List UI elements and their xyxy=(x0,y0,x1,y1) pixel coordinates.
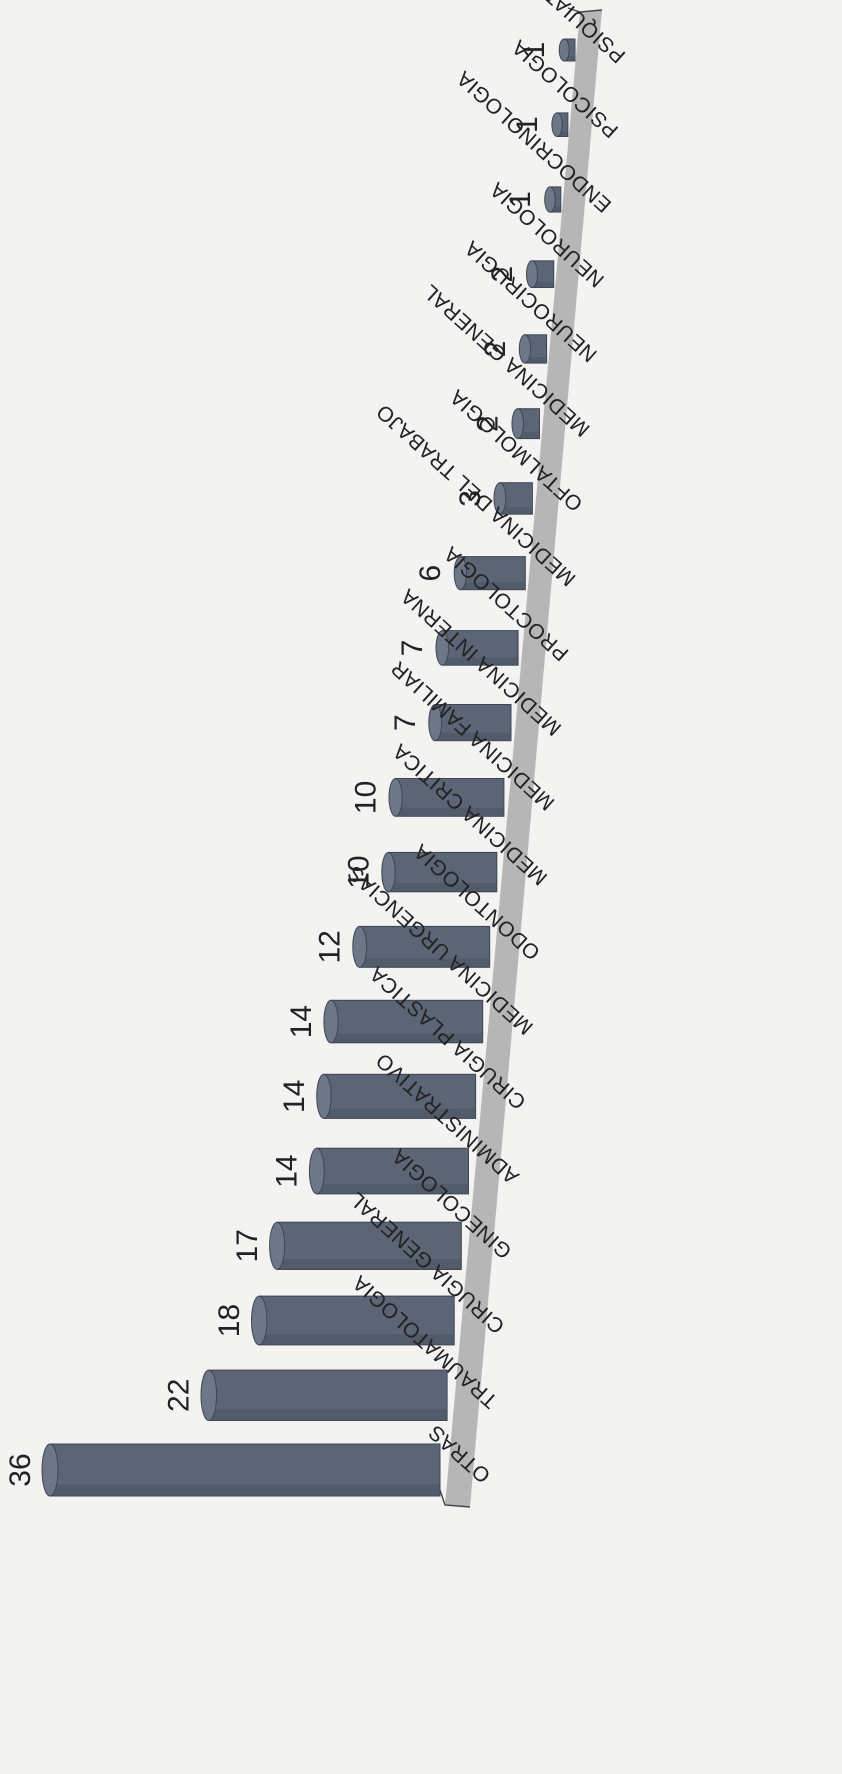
bar-cap xyxy=(352,925,368,968)
data-label: 7 xyxy=(396,640,429,657)
bars-group xyxy=(41,38,576,1497)
bar xyxy=(558,38,576,62)
bar-cap xyxy=(558,38,570,62)
bar-cap xyxy=(453,556,467,591)
data-label: 18 xyxy=(213,1304,246,1337)
bar-shadow xyxy=(323,1108,476,1119)
data-label: 14 xyxy=(278,1080,311,1113)
data-label: 22 xyxy=(163,1379,196,1412)
bar-shadow xyxy=(259,1334,455,1345)
data-label: 3 xyxy=(454,490,487,507)
bar-cap xyxy=(41,1443,59,1497)
data-label: 2 xyxy=(472,415,505,432)
bar-cap xyxy=(518,334,532,364)
bar xyxy=(308,1147,469,1195)
bar xyxy=(316,1073,477,1119)
bar-shadow xyxy=(524,356,547,364)
data-label: 2 xyxy=(479,341,512,358)
bar xyxy=(352,925,491,968)
bar-cylinder xyxy=(359,925,491,968)
bar-cap xyxy=(388,778,403,817)
bar-cap xyxy=(251,1295,268,1346)
data-label: 2 xyxy=(486,266,519,283)
data-label: 7 xyxy=(389,714,422,731)
bar-cylinder xyxy=(258,1295,455,1346)
bar-shadow xyxy=(395,807,504,817)
bar-cylinder xyxy=(395,778,505,817)
bar-cap xyxy=(526,260,538,289)
bar xyxy=(453,556,526,591)
bar-shadow xyxy=(557,131,568,137)
bar xyxy=(435,630,519,666)
bar xyxy=(518,334,548,364)
data-label: 6 xyxy=(414,565,447,582)
bar-cylinder xyxy=(434,704,512,742)
data-label: 10 xyxy=(342,855,375,888)
bar-shadow xyxy=(331,1033,483,1043)
data-label: 14 xyxy=(271,1154,304,1187)
data-label: 17 xyxy=(231,1229,264,1262)
bar-shadow xyxy=(442,657,519,666)
bar-shadow xyxy=(499,507,533,515)
bar xyxy=(388,778,505,817)
bar-shadow xyxy=(208,1409,448,1421)
bar-shadow xyxy=(550,206,561,212)
bar xyxy=(251,1295,455,1346)
bar-cap xyxy=(435,630,450,666)
bar-cap xyxy=(511,408,525,440)
bar-shadow xyxy=(388,883,497,892)
bar-cap xyxy=(381,851,396,893)
bar-cylinder xyxy=(323,1073,477,1119)
bar-shadow xyxy=(277,1259,462,1270)
data-label: 1 xyxy=(518,42,551,59)
bar xyxy=(200,1369,448,1422)
bar xyxy=(323,999,484,1044)
bar-shadow xyxy=(316,1183,469,1194)
bar xyxy=(381,851,498,893)
bar xyxy=(526,260,555,289)
bar-cap xyxy=(493,482,507,515)
bar xyxy=(493,482,533,515)
data-label: 1 xyxy=(511,116,544,133)
floor-corner-top xyxy=(567,7,603,13)
bar xyxy=(544,186,562,213)
bar-cylinder xyxy=(388,851,498,893)
bar-cap xyxy=(269,1221,286,1270)
bar-cylinder xyxy=(49,1443,441,1497)
bar xyxy=(41,1443,441,1497)
bar-shadow xyxy=(564,56,575,61)
bar-cap xyxy=(323,999,339,1044)
data-label: 10 xyxy=(350,781,383,814)
bar-cap xyxy=(316,1073,332,1119)
bar-shadow xyxy=(359,958,490,968)
bar-cylinder xyxy=(316,1147,469,1195)
data-label: 36 xyxy=(4,1453,37,1486)
bar-cap xyxy=(428,704,443,742)
bar-shadow xyxy=(517,432,540,439)
bar-shadow xyxy=(50,1484,440,1496)
data-label: 14 xyxy=(285,1005,318,1038)
bar xyxy=(269,1221,462,1270)
data-label: 1 xyxy=(504,191,537,208)
floor-plane xyxy=(445,10,602,1507)
bar-cylinder xyxy=(441,630,519,666)
bar-cap xyxy=(200,1369,218,1422)
bar-cylinder xyxy=(276,1221,462,1270)
bar-shadow xyxy=(532,281,554,288)
bar-cap xyxy=(308,1147,325,1195)
bar-shadow xyxy=(435,732,511,741)
bar-cylinder xyxy=(330,999,484,1044)
bar-shadow xyxy=(460,582,526,590)
data-label: 12 xyxy=(314,930,347,963)
bar xyxy=(511,408,540,440)
bar xyxy=(428,704,512,742)
bar xyxy=(551,112,569,138)
bar-cap xyxy=(551,112,563,137)
bar-cap xyxy=(544,186,556,213)
